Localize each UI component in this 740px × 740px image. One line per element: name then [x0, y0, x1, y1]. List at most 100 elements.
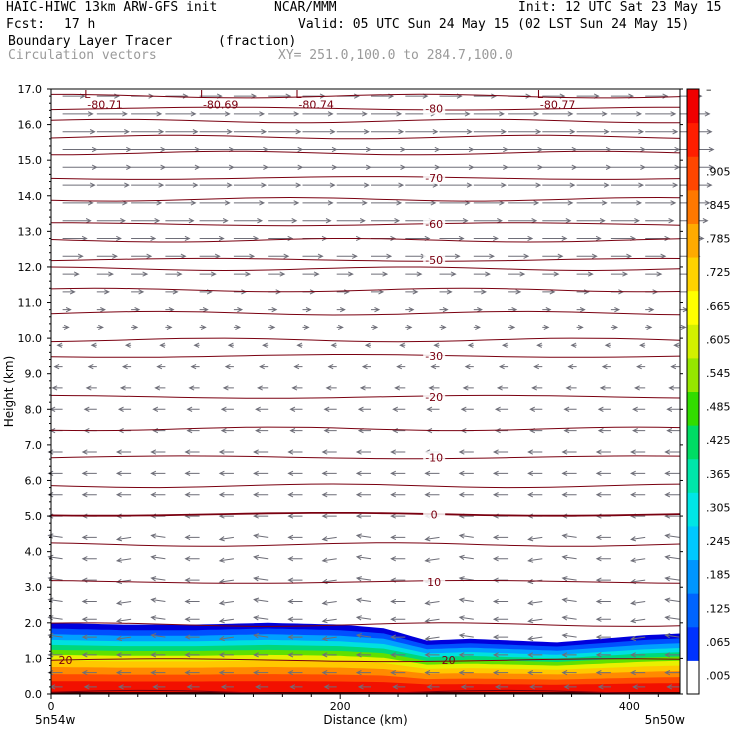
- contour-label-bg-8-0: [423, 171, 446, 184]
- temperature-contour-minor-5: [50, 337, 681, 343]
- circulation-vector-27: [336, 111, 368, 117]
- circulation-vector-327: [186, 406, 200, 412]
- circulation-vector-339: [597, 406, 611, 412]
- circulation-vector-200: [405, 271, 423, 277]
- circulation-vector-264: [645, 324, 653, 331]
- circulation-vector-375: [527, 449, 543, 455]
- circulation-vector-563: [458, 652, 474, 658]
- circulation-vector-190: [62, 271, 80, 277]
- circulation-vector-390: [390, 470, 406, 476]
- circulation-vector-348: [255, 428, 269, 434]
- circulation-vector-74: [645, 146, 681, 153]
- init-time: Init: 12 UTC Sat 23 May 15: [518, 0, 722, 15]
- circulation-vector-328: [220, 406, 234, 412]
- circulation-vector-249: [131, 324, 139, 331]
- circulation-vector-504: [390, 598, 406, 605]
- circulation-vector-381: [81, 470, 97, 476]
- circulation-vector-374: [492, 449, 509, 455]
- circulation-vector-452: [561, 533, 577, 539]
- circulation-vector-392: [458, 470, 474, 476]
- circulation-vector-236: [336, 307, 346, 313]
- circulation-vector-263: [610, 324, 619, 331]
- circulation-vector-510: [595, 598, 611, 605]
- circulation-vector-484: [355, 576, 372, 582]
- circulation-vector-60: [165, 146, 201, 153]
- circulation-vector-140: [302, 218, 332, 224]
- circulation-vector-400: [81, 492, 97, 498]
- circulation-vector-280: [536, 342, 543, 348]
- circulation-vector-128: [542, 200, 574, 206]
- circulation-vector-336: [494, 406, 509, 412]
- contour-label-1-0: 10: [427, 576, 441, 589]
- minimum-value-1: -80.69: [203, 99, 238, 112]
- circulation-vector-26: [302, 111, 334, 117]
- circulation-vector-346: [186, 428, 200, 434]
- circulation-vector-583: [492, 670, 509, 676]
- circulation-vector-312: [325, 385, 337, 391]
- colorbar-cell-16: [687, 122, 699, 157]
- field-units: (fraction): [218, 34, 297, 49]
- temperature-contour-minor-12: [50, 134, 681, 140]
- circulation-vector-198: [336, 271, 354, 277]
- y-tick-label-7: 7.0: [25, 439, 43, 452]
- circulation-vector-576: [253, 670, 269, 676]
- circulation-vector-349: [289, 428, 303, 434]
- circulation-vector-601: [460, 684, 474, 690]
- circulation-vector-335: [460, 406, 474, 412]
- circulation-vector-83: [302, 164, 338, 170]
- circulation-vector-403: [184, 492, 200, 498]
- circulation-vector-22: [165, 111, 197, 117]
- circulation-vector-550: [664, 633, 680, 639]
- circulation-vector-417: [664, 492, 680, 498]
- circulation-vector-526: [492, 616, 509, 622]
- circulation-vector-502: [321, 600, 337, 606]
- circulation-vector-158: [268, 235, 294, 242]
- circulation-vector-84: [336, 164, 372, 170]
- circulation-vector-428: [390, 513, 406, 519]
- circulation-vector-282: [604, 342, 611, 348]
- temperature-contour-minor-11: [50, 150, 681, 156]
- circulation-vector-414: [561, 492, 577, 498]
- circulation-vector-73: [610, 146, 647, 153]
- temperature-contour-minor-9: [50, 238, 681, 243]
- circulation-vector-64: [302, 146, 338, 153]
- circulation-vector-451: [527, 536, 543, 542]
- colorbar-cell-15: [687, 156, 699, 191]
- circulation-vector-106: [439, 182, 473, 188]
- circulation-vector-596: [289, 684, 303, 690]
- circulation-vector-303: [670, 363, 680, 370]
- minimum-value-0: -80.71: [87, 99, 122, 112]
- circulation-vector-368: [287, 449, 303, 455]
- circulation-vector-293: [327, 363, 337, 370]
- circulation-vector-165: [508, 235, 534, 242]
- temperature-contour-minor-3: [50, 483, 681, 489]
- circulation-vector-322: [668, 385, 680, 391]
- circulation-vector-155: [165, 235, 191, 242]
- circulation-vector-171: [62, 253, 84, 259]
- circulation-vector-363: [115, 449, 132, 455]
- circulation-vector-319: [565, 385, 577, 391]
- circulation-vector-358: [597, 428, 611, 434]
- colorbar-label-14: .845: [706, 199, 731, 212]
- circulation-vector-194: [199, 271, 217, 277]
- temperature-contour-6: [50, 257, 681, 262]
- circulation-vector-121: [302, 200, 334, 206]
- temperature-contour-minor-7: [50, 287, 681, 293]
- circulation-vector-283: [639, 342, 646, 348]
- circulation-vector-587: [630, 670, 646, 676]
- circulation-vector-578: [321, 670, 337, 676]
- circulation-vector-519: [253, 615, 269, 621]
- circulation-vector-388: [321, 470, 337, 476]
- circulation-vector-318: [531, 385, 543, 391]
- circulation-vector-560: [355, 652, 371, 658]
- contour-label-bg-6-0: [423, 253, 446, 266]
- circulation-vector-272: [262, 342, 269, 348]
- circulation-vector-586: [595, 670, 611, 676]
- circulation-vector-528: [561, 615, 577, 621]
- circulation-vector-197: [302, 271, 320, 277]
- circulation-vector-412: [492, 492, 509, 498]
- circulation-vector-566: [561, 652, 577, 658]
- y-tick-label-1: 1.0: [25, 652, 43, 665]
- circulation-vector-580: [390, 670, 406, 676]
- circulation-vector-468: [458, 554, 474, 561]
